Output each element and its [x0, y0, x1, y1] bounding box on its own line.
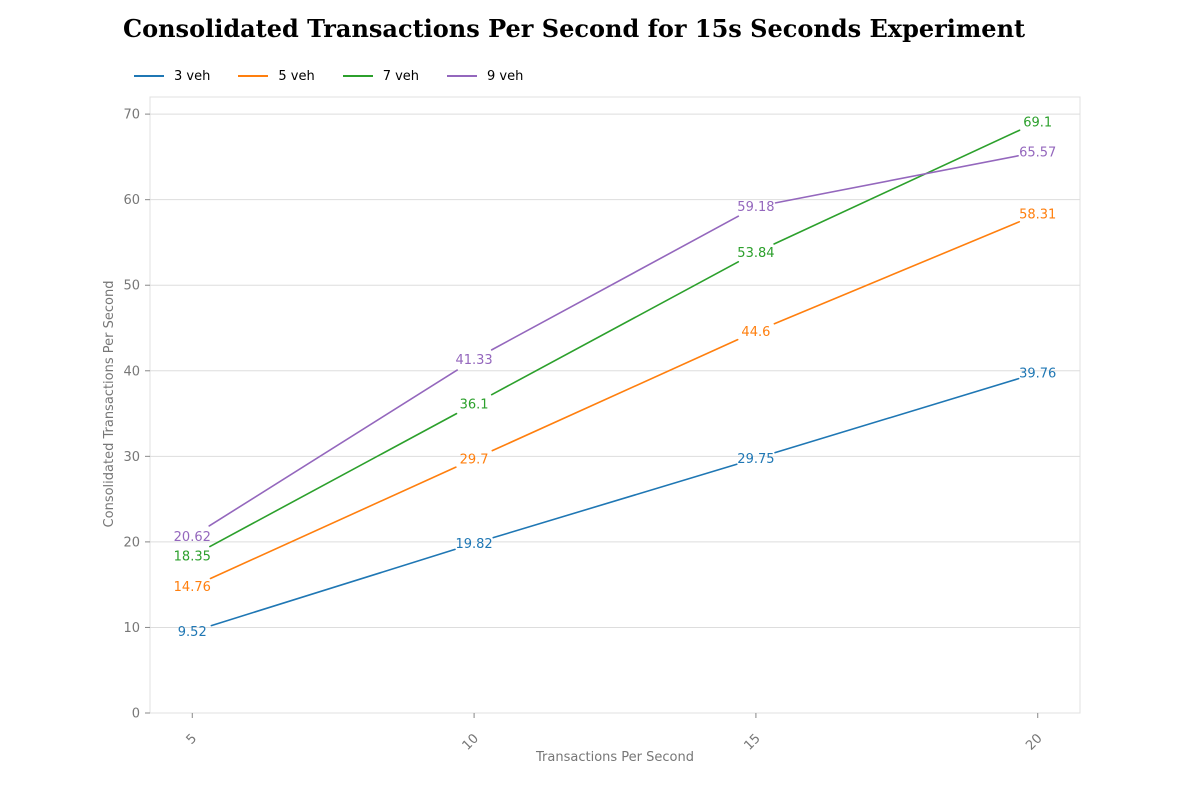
legend-item-series-3: 9 veh: [447, 69, 523, 84]
y-tick-label: 0: [132, 707, 140, 722]
data-label: 65.57: [1019, 146, 1056, 161]
legend-swatch-1: [238, 75, 269, 77]
x-tick-label: 15: [741, 731, 763, 753]
data-label: 69.1: [1023, 115, 1052, 130]
data-label: 41.33: [455, 353, 492, 368]
series-line-segment: [208, 369, 458, 527]
series-line-segment: [773, 221, 1021, 325]
y-tick-label: 30: [123, 450, 140, 465]
legend-item-series-2: 7 veh: [342, 68, 420, 84]
legend-label-0: 3 veh: [174, 68, 211, 84]
chart-title: Consolidated Transactions Per Second for…: [123, 14, 1026, 43]
data-label: 29.75: [737, 452, 774, 467]
y-tick-label: 50: [123, 279, 140, 294]
data-label: 39.76: [1019, 366, 1056, 381]
y-tick-label: 10: [123, 621, 140, 636]
y-tick-label: 70: [123, 108, 140, 123]
series-line-segment: [209, 466, 457, 580]
legend-swatch-0: [134, 75, 164, 77]
y-axis-label: Consolidated Transactions Per Second: [102, 281, 117, 528]
y-tick-label: 60: [123, 193, 140, 208]
legend-label-3: 9 veh: [487, 68, 524, 84]
data-label: 14.76: [174, 580, 211, 595]
data-label: 29.7: [460, 452, 489, 467]
data-label: 36.1: [460, 398, 489, 413]
data-label: 58.31: [1019, 208, 1056, 223]
y-tick-label: 20: [123, 535, 140, 550]
series-line-segment: [490, 261, 740, 396]
series-line-segment: [209, 412, 458, 548]
x-tick-label: 10: [460, 731, 482, 753]
x-axis-label: Transactions Per Second: [535, 750, 694, 765]
series-line-segment: [773, 129, 1021, 245]
x-tick-label: 20: [1023, 731, 1045, 753]
data-label: 20.62: [174, 530, 211, 545]
legend-swatch-2: [342, 75, 373, 77]
legend: 3 veh 5 veh 7 veh 9 veh: [134, 66, 551, 86]
legend-label-2: 7 veh: [382, 68, 420, 84]
series-line-segment: [491, 338, 739, 452]
data-label: 9.52: [178, 625, 207, 640]
legend-label-1: 5 veh: [278, 68, 315, 84]
series-line-segment: [210, 548, 456, 627]
legend-item-series-0: 3 veh: [134, 69, 210, 84]
data-label: 18.35: [174, 550, 211, 565]
series-line-segment: [492, 463, 738, 539]
x-tick-label: 5: [184, 731, 200, 747]
y-tick-label: 40: [123, 364, 140, 379]
data-label: 44.6: [741, 325, 770, 340]
data-label: 19.82: [455, 537, 492, 552]
plot-frame: [149, 96, 1081, 714]
series-line-segment: [490, 215, 740, 351]
series-line-segment: [774, 155, 1019, 204]
data-label: 59.18: [737, 200, 774, 215]
legend-item-series-1: 5 veh: [238, 68, 315, 84]
series-line-segment: [774, 377, 1020, 454]
data-label: 53.84: [737, 246, 774, 261]
legend-swatch-3: [447, 75, 478, 77]
